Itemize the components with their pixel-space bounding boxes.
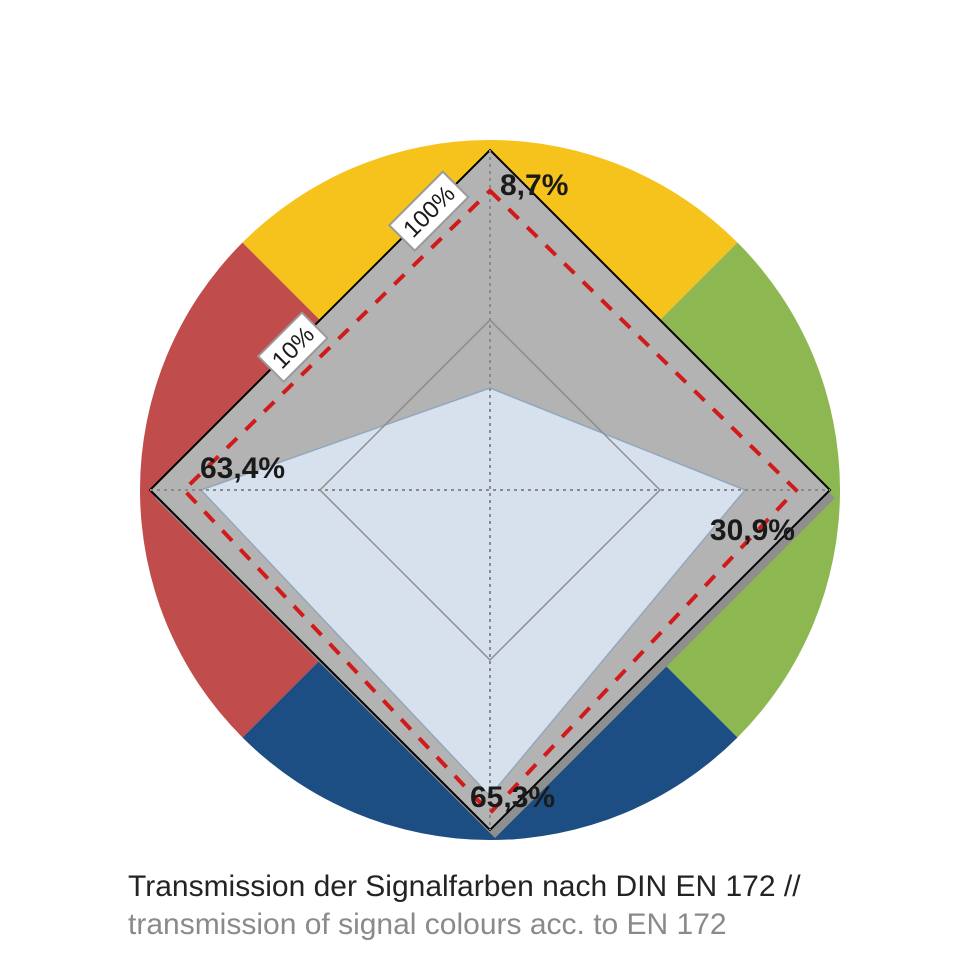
caption-line2: transmission of signal colours acc. to E… xyxy=(128,908,727,941)
radar-chart: 10%100%8,7%30,9%65,3%63,4% xyxy=(0,0,980,980)
caption-line1: Transmission der Signalfarben nach DIN E… xyxy=(128,870,801,903)
chart-container: 10%100%8,7%30,9%65,3%63,4% Transmission … xyxy=(0,0,980,980)
value-label-top: 8,7% xyxy=(500,169,568,202)
value-label-right: 30,9% xyxy=(710,514,795,547)
value-label-bottom: 65,3% xyxy=(470,781,555,814)
caption: Transmission der Signalfarben nach DIN E… xyxy=(128,868,801,943)
value-label-left: 63,4% xyxy=(200,452,285,485)
